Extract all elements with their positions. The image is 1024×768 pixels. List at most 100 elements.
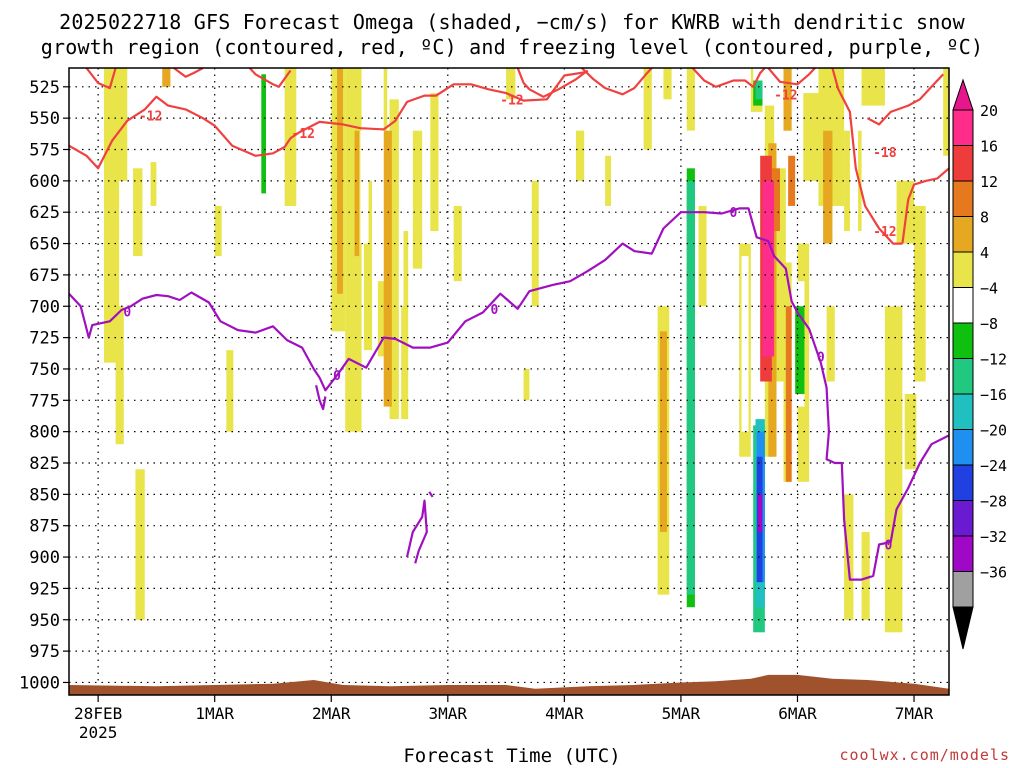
y-tick-label: 600 bbox=[29, 172, 60, 192]
omega-cell bbox=[783, 68, 792, 131]
colorbar-legend: 20 16 12 8 4 −4 −8 −12 −16 −20 −24 −28 −32 −36 bbox=[952, 78, 1007, 650]
plot-frame bbox=[68, 67, 950, 696]
y-tick-label: 675 bbox=[29, 266, 60, 286]
colorbar-swatch bbox=[952, 571, 974, 608]
colorbar-label: −32 bbox=[980, 528, 1007, 546]
omega-cell bbox=[337, 68, 343, 294]
x-axis-label: Forecast Time (UTC) bbox=[403, 745, 621, 767]
omega-cell bbox=[741, 256, 749, 432]
colorbar-label: −12 bbox=[980, 351, 1007, 369]
omega-cell bbox=[861, 531, 870, 620]
y-tick-label: 1000 bbox=[19, 673, 60, 693]
omega-cell bbox=[884, 306, 903, 633]
omega-cell bbox=[363, 180, 373, 351]
colorbar-label: 16 bbox=[980, 138, 998, 156]
y-tick-label: 625 bbox=[29, 203, 60, 223]
omega-cell bbox=[774, 168, 786, 382]
omega-shading bbox=[98, 68, 949, 652]
y-tick-label: 925 bbox=[29, 579, 60, 599]
dendritic-growth-contour bbox=[866, 73, 945, 126]
colorbar-label: −36 bbox=[980, 564, 1007, 582]
contour-label: -12 bbox=[500, 93, 523, 108]
omega-cell bbox=[914, 205, 926, 382]
y-tick-label: 800 bbox=[29, 423, 60, 443]
omega-cell bbox=[255, 68, 262, 119]
x-tick-year: 2025 bbox=[79, 723, 118, 742]
omega-cell bbox=[531, 180, 539, 307]
omega-cell bbox=[576, 557, 580, 608]
colorbar-swatch bbox=[952, 393, 974, 430]
colorbar-label: −16 bbox=[980, 386, 1007, 404]
y-tick-label: 850 bbox=[29, 485, 60, 505]
omega-cell bbox=[150, 162, 157, 206]
omega-cell bbox=[208, 500, 215, 601]
y-tick-label: 875 bbox=[29, 517, 60, 537]
colorbar-label: 8 bbox=[980, 209, 989, 227]
omega-cell bbox=[226, 350, 234, 432]
omega-cell bbox=[659, 331, 667, 532]
omega-cell bbox=[360, 130, 369, 244]
freezing-level-contour bbox=[428, 491, 434, 498]
y-tick-label: 575 bbox=[29, 141, 60, 161]
colorbar-label: 12 bbox=[980, 173, 998, 191]
chart-title-line-1: 2025022718 GFS Forecast Omega (shaded, −… bbox=[59, 10, 965, 34]
omega-cell bbox=[803, 93, 821, 181]
omega-cell bbox=[943, 68, 949, 156]
omega-cell bbox=[663, 68, 672, 100]
omega-cell bbox=[795, 306, 805, 395]
x-tick-label: 4MAR bbox=[545, 704, 584, 723]
terrain-area bbox=[69, 674, 949, 695]
y-axis: 525 550 575 600 625 650 675 700 725 750 775 800 825 8… bbox=[19, 78, 69, 693]
terrain-fill bbox=[69, 674, 949, 695]
omega-cell bbox=[412, 130, 423, 269]
dendritic-growth-contour bbox=[581, 68, 653, 96]
colorbar-top-triangle bbox=[952, 78, 974, 111]
colorbar-label: −24 bbox=[980, 457, 1007, 475]
omega-cell bbox=[389, 99, 399, 420]
colorbar-swatch bbox=[952, 429, 974, 466]
omega-cell bbox=[686, 180, 695, 595]
contour-label: 0 bbox=[491, 303, 499, 318]
contour-label: -12 bbox=[873, 225, 896, 240]
dendritic-growth-contour bbox=[901, 167, 949, 244]
contour-label: 0 bbox=[729, 206, 737, 221]
omega-cell bbox=[372, 68, 384, 282]
omega-cell bbox=[523, 368, 530, 401]
y-tick-label: 700 bbox=[29, 297, 60, 317]
colorbar-swatch bbox=[952, 500, 974, 537]
chart-title-line-2: growth region (contoured, red, ºC) and f… bbox=[40, 35, 984, 59]
colorbar-label: −28 bbox=[980, 493, 1007, 511]
omega-cell bbox=[861, 68, 885, 106]
omega-cell bbox=[826, 306, 835, 382]
contour-labels: -12 -12 -12 -12 -18 -12 0 0 0 0 0 0 bbox=[123, 88, 896, 553]
dendritic-growth-contour bbox=[173, 68, 204, 78]
omega-cell bbox=[261, 74, 266, 194]
contour-label: -18 bbox=[873, 146, 897, 161]
dendritic-growth-contour bbox=[831, 68, 903, 245]
colorbar-swatch bbox=[952, 322, 974, 359]
colorbar-swatch bbox=[952, 464, 974, 501]
x-tick-label: 2MAR bbox=[312, 704, 351, 723]
y-tick-label: 975 bbox=[29, 642, 60, 662]
omega-cell bbox=[663, 111, 676, 232]
omega-cell bbox=[576, 130, 585, 181]
omega-cell bbox=[398, 205, 404, 307]
x-tick-label: 3MAR bbox=[429, 704, 468, 723]
omega-cell bbox=[453, 205, 462, 282]
contour-label: 0 bbox=[333, 369, 341, 384]
omega-cell bbox=[622, 149, 632, 470]
dendritic-growth-contour bbox=[85, 68, 117, 90]
x-tick-label: 1MAR bbox=[195, 704, 234, 723]
y-tick-label: 725 bbox=[29, 329, 60, 349]
omega-cell bbox=[506, 68, 516, 100]
omega-cell bbox=[354, 130, 360, 257]
y-tick-label: 775 bbox=[29, 391, 60, 411]
colorbar-swatch bbox=[952, 216, 974, 253]
colorbar-swatch bbox=[952, 251, 974, 288]
source-credit: coolwx.com/models bbox=[839, 746, 1010, 764]
colorbar-label: −4 bbox=[980, 280, 998, 298]
colorbar-swatch bbox=[952, 287, 974, 324]
dendritic-growth-contour bbox=[691, 68, 766, 88]
y-tick-label: 525 bbox=[29, 78, 60, 98]
omega-cell bbox=[115, 306, 124, 445]
